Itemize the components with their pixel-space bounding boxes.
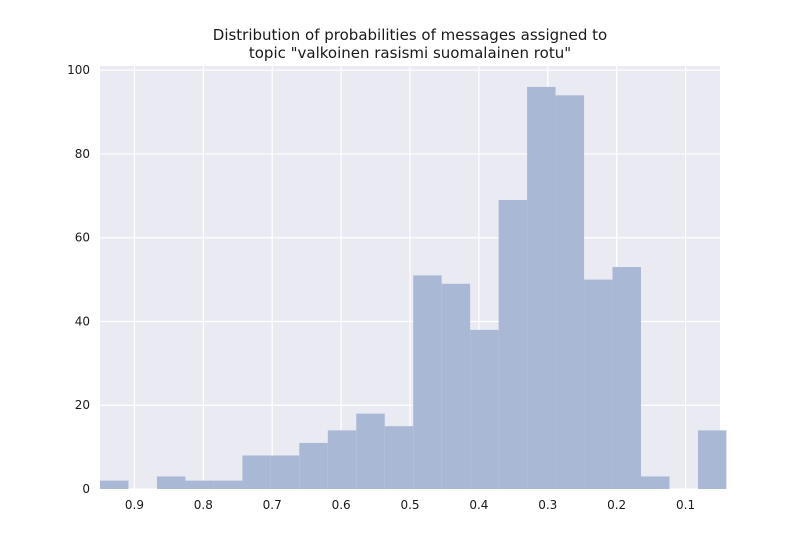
x-tick-label: 0.8 bbox=[194, 498, 213, 512]
x-tick-label: 0.9 bbox=[125, 498, 144, 512]
x-tick-label: 0.1 bbox=[676, 498, 695, 512]
x-tick-label: 0.7 bbox=[263, 498, 282, 512]
histogram-bar bbox=[270, 455, 300, 489]
y-tick-label: 80 bbox=[75, 147, 90, 161]
y-tick-label: 20 bbox=[75, 398, 90, 412]
histogram-bar bbox=[299, 442, 328, 489]
histogram-bar bbox=[213, 480, 243, 489]
histogram-bar bbox=[100, 480, 129, 489]
histogram-bar bbox=[156, 476, 186, 489]
y-axis-tick-labels: 0 20 40 60 80 100 bbox=[67, 63, 90, 496]
x-tick-label: 0.2 bbox=[607, 498, 626, 512]
histogram-bar bbox=[527, 86, 556, 489]
histogram-bar bbox=[242, 455, 271, 489]
histogram-bar bbox=[413, 275, 442, 489]
x-axis-tick-labels: 0.9 0.8 0.7 0.6 0.5 0.4 0.3 0.2 0.1 bbox=[125, 498, 695, 512]
y-tick-label: 0 bbox=[82, 482, 90, 496]
histogram-bar bbox=[640, 476, 670, 489]
chart-title-line-1: Distribution of probabilities of message… bbox=[213, 26, 607, 44]
histogram-bar bbox=[327, 430, 357, 489]
chart-title-line-2: topic "valkoinen rasismi suomalainen rot… bbox=[249, 44, 571, 62]
x-tick-label: 0.3 bbox=[538, 498, 557, 512]
y-tick-label: 40 bbox=[75, 314, 90, 328]
histogram-bars bbox=[100, 86, 727, 489]
x-tick-label: 0.6 bbox=[332, 498, 351, 512]
histogram-bar bbox=[498, 200, 528, 489]
histogram-bar bbox=[384, 426, 414, 489]
y-tick-label: 100 bbox=[67, 63, 90, 77]
histogram-bar bbox=[584, 279, 613, 489]
histogram-bar bbox=[185, 480, 214, 489]
histogram-bar bbox=[470, 329, 499, 489]
histogram-bar bbox=[697, 430, 727, 489]
histogram-bar bbox=[441, 283, 471, 489]
x-tick-label: 0.4 bbox=[469, 498, 488, 512]
histogram-bar bbox=[555, 95, 585, 489]
histogram-bar bbox=[356, 413, 385, 489]
x-tick-label: 0.5 bbox=[400, 498, 419, 512]
chart-title: Distribution of probabilities of message… bbox=[213, 26, 607, 62]
y-tick-label: 60 bbox=[75, 231, 90, 245]
histogram-bar bbox=[612, 267, 641, 489]
